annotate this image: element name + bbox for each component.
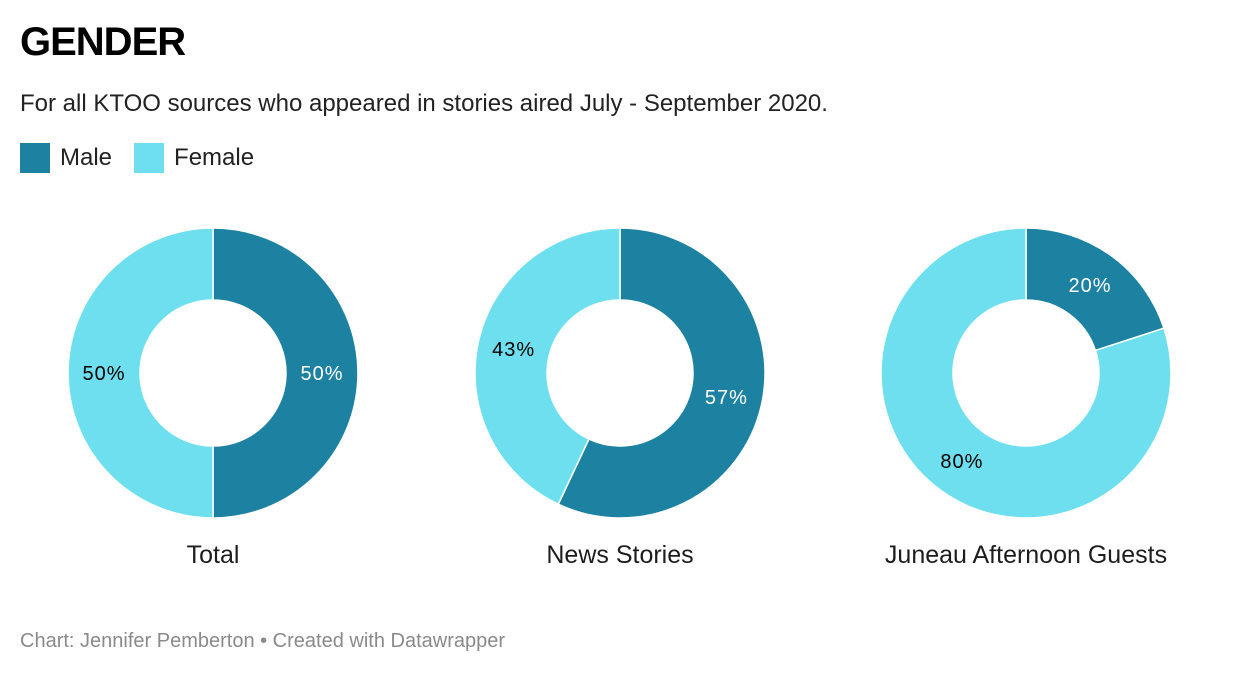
- slice-label-female: 80%: [940, 451, 983, 473]
- legend-swatch-female: [134, 143, 165, 173]
- donut-news-stories: 57% 43% News Stories: [474, 227, 766, 569]
- donut-caption: News Stories: [546, 541, 693, 569]
- legend-item-female: Female: [134, 143, 254, 173]
- slice-male: [212, 227, 359, 519]
- slice-female: [880, 227, 1172, 519]
- slice-female: [67, 227, 214, 519]
- slice-label-male: 20%: [1069, 275, 1112, 297]
- slice-label-female: 50%: [82, 363, 125, 385]
- slice-label-male: 57%: [705, 387, 748, 409]
- slice-label-male: 50%: [300, 363, 343, 385]
- chart-title: GENDER: [20, 20, 186, 64]
- slice-label-female: 43%: [492, 339, 535, 361]
- donut-caption: Total: [187, 541, 240, 569]
- chart-credit: Chart: Jennifer Pemberton • Created with…: [20, 630, 506, 652]
- legend: Male Female: [20, 143, 276, 173]
- donut-caption: Juneau Afternoon Guests: [885, 541, 1167, 569]
- slice-male: [557, 227, 766, 519]
- slice-female: [474, 227, 621, 506]
- legend-swatch-male: [20, 143, 50, 173]
- slice-male: [1025, 227, 1165, 352]
- donut-juneau-afternoon-guests: 20% 80% Juneau Afternoon Guests: [880, 227, 1172, 569]
- legend-item-male: Male: [20, 143, 112, 173]
- chart-subtitle: For all KTOO sources who appeared in sto…: [20, 90, 828, 117]
- legend-label-female: Female: [174, 144, 255, 171]
- legend-label-male: Male: [60, 144, 113, 171]
- donut-total: 50% 50% Total: [67, 227, 359, 569]
